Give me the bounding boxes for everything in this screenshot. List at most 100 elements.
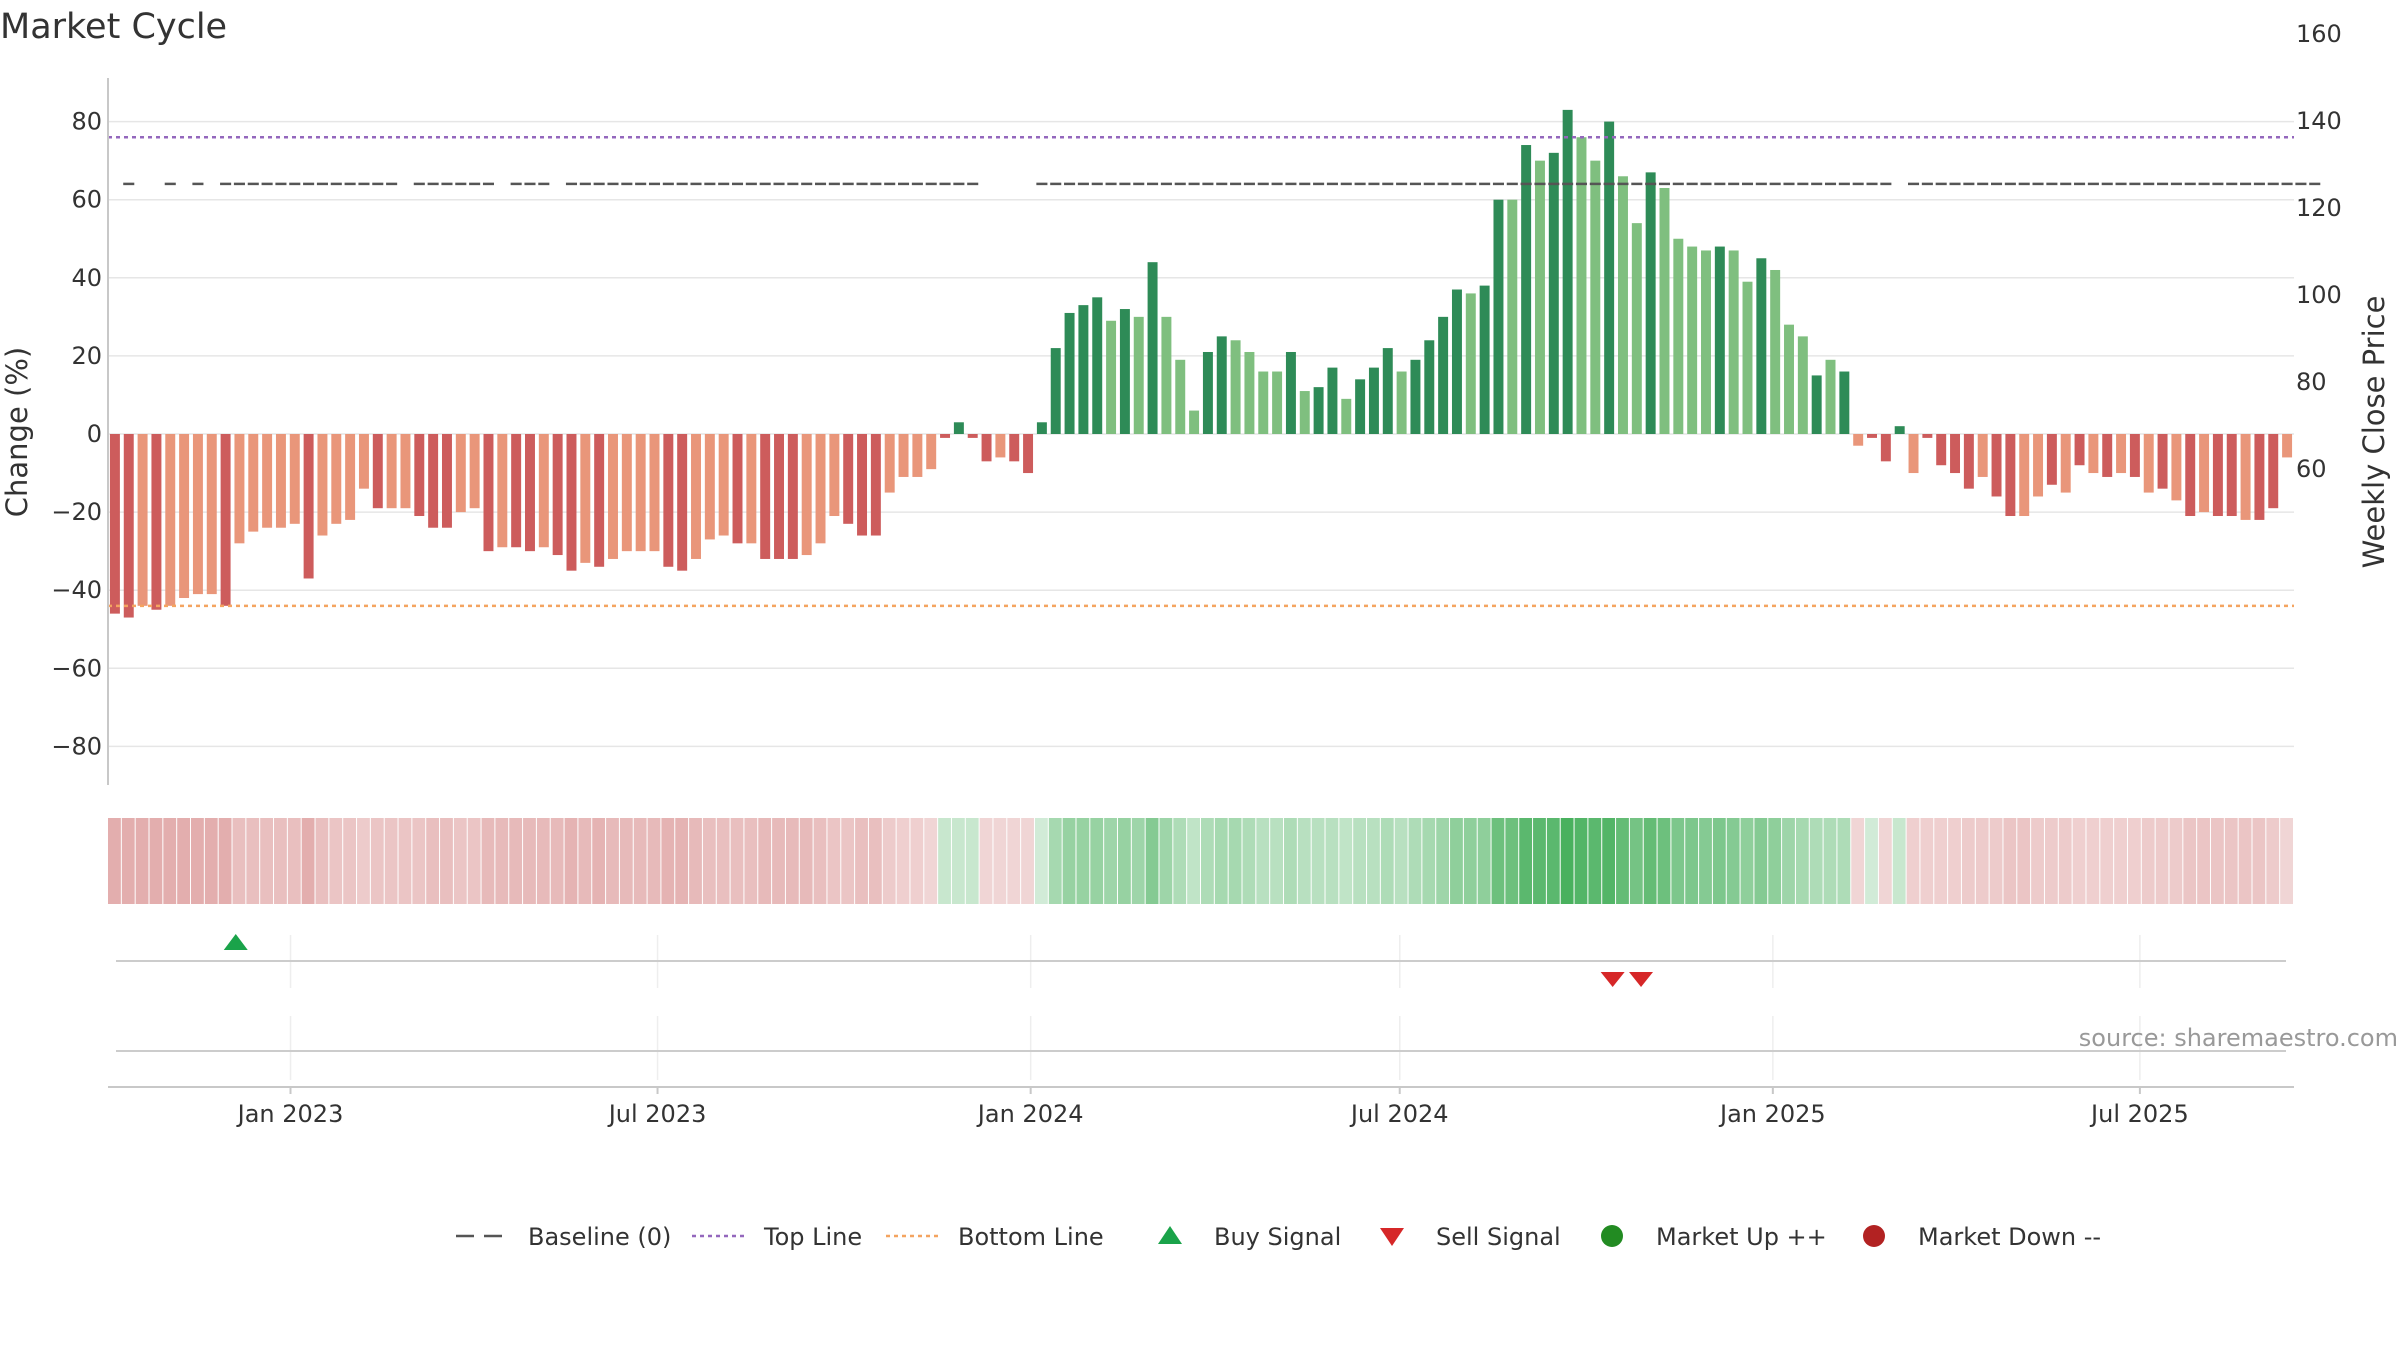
heat-strip-cell xyxy=(924,818,938,904)
change-bar xyxy=(1839,371,1850,434)
change-bar xyxy=(1327,367,1338,434)
heat-strip-cell xyxy=(1380,818,1394,904)
heat-strip-cell xyxy=(1104,818,1117,904)
heat-strip-cell xyxy=(2086,818,2100,904)
change-bar xyxy=(1313,387,1324,434)
heat-strip-cell xyxy=(246,818,260,904)
heat-strip-cell xyxy=(2003,818,2017,904)
change-bar xyxy=(1673,238,1684,434)
heat-strip-cell xyxy=(827,818,841,904)
change-bar xyxy=(843,434,854,524)
change-bar xyxy=(1368,367,1379,434)
change-bar xyxy=(511,434,522,548)
change-bar xyxy=(441,434,452,528)
heat-strip-cell xyxy=(536,818,550,904)
change-bar xyxy=(857,434,868,536)
bar-series xyxy=(109,109,2293,618)
change-bar xyxy=(1631,223,1642,434)
heat-strip-cell xyxy=(315,818,329,904)
change-bar xyxy=(967,434,978,438)
change-bar xyxy=(1147,262,1158,434)
change-bar xyxy=(372,434,383,509)
change-bar xyxy=(2226,434,2237,517)
heat-strip-cell xyxy=(329,818,343,904)
change-bar xyxy=(940,434,951,438)
heat-strip-cell xyxy=(412,818,426,904)
heat-strip-cell xyxy=(191,818,204,904)
change-bar xyxy=(552,434,563,556)
change-bar xyxy=(179,434,190,599)
y-right-tick-label: 140 xyxy=(2296,107,2342,135)
x-axis: Jan 2023 Jul 2023 Jan 2024 Jul 2024 Jan 2025… xyxy=(108,1086,2294,1128)
heat-strip-cell xyxy=(1657,818,1671,904)
change-bar xyxy=(538,434,549,548)
heat-strip-cell xyxy=(633,818,647,904)
heat-strip-cell xyxy=(1477,818,1491,904)
legend-circle-icon xyxy=(1863,1225,1885,1247)
change-bar xyxy=(1977,434,1988,477)
change-bar xyxy=(635,434,646,552)
change-bar xyxy=(1562,109,1573,434)
change-bar xyxy=(165,434,176,606)
change-bar xyxy=(317,434,328,536)
change-bar xyxy=(1728,250,1739,434)
heat-strip-cell xyxy=(2238,818,2252,904)
change-bar xyxy=(2212,434,2223,517)
heat-strip-cell xyxy=(2044,818,2058,904)
change-bar xyxy=(1106,320,1117,434)
legend-label: Bottom Line xyxy=(958,1223,1104,1251)
change-bar xyxy=(1355,379,1366,434)
change-bar xyxy=(386,434,397,509)
heat-strip xyxy=(108,818,2293,904)
heat-strip-cell xyxy=(979,818,993,904)
buy-signal-marker xyxy=(223,934,248,950)
change-bar xyxy=(2254,434,2265,520)
heat-strip-cell xyxy=(287,818,301,904)
change-bar xyxy=(2005,434,2016,517)
heat-strip-cell xyxy=(1892,818,1906,904)
heat-strip-cell xyxy=(1187,818,1200,904)
change-bar xyxy=(1534,160,1545,434)
heat-strip-cell xyxy=(785,818,799,904)
heat-strip-cell xyxy=(218,818,232,904)
heat-strip-cell xyxy=(882,818,896,904)
change-bar xyxy=(1645,172,1656,435)
heat-strip-cell xyxy=(2183,818,2197,904)
change-bar xyxy=(1936,434,1947,466)
signal-panel xyxy=(116,934,2286,1080)
change-bar xyxy=(1230,340,1241,434)
change-bar xyxy=(220,434,231,606)
heat-strip-cell xyxy=(2141,818,2155,904)
heat-strip-cell xyxy=(841,818,855,904)
change-bar xyxy=(870,434,881,536)
heat-strip-cell xyxy=(1643,818,1657,904)
heat-strip-cell xyxy=(1878,818,1892,904)
axes: 806040200−20−40−60−802001801601401201008… xyxy=(51,20,2342,785)
heat-strip-cell xyxy=(260,818,274,904)
heat-strip-cell xyxy=(661,818,675,904)
reference-lines xyxy=(108,135,2321,608)
heat-strip-cell xyxy=(204,818,218,904)
change-bar xyxy=(1507,199,1518,434)
change-bar xyxy=(815,434,826,544)
heat-strip-cell xyxy=(384,818,398,904)
heat-strip-cell xyxy=(426,818,440,904)
change-bar xyxy=(1036,422,1047,434)
x-tick-label: Jan 2024 xyxy=(976,1100,1084,1128)
heat-strip-cell xyxy=(2114,818,2127,904)
change-bar xyxy=(1133,316,1144,434)
change-bar xyxy=(2088,434,2099,474)
heat-strip-cell xyxy=(564,818,578,904)
change-bar xyxy=(1894,426,1905,434)
x-tick-label: Jan 2025 xyxy=(1718,1100,1826,1128)
change-bar xyxy=(248,434,259,532)
heat-strip-cell xyxy=(1284,818,1297,904)
heat-strip-cell xyxy=(1699,818,1712,904)
heat-strip-cell xyxy=(702,818,716,904)
y-right-tick-label: 80 xyxy=(2296,368,2327,396)
heat-strip-cell xyxy=(868,818,882,904)
heat-strip-cell xyxy=(1007,818,1021,904)
heat-strip-cell xyxy=(1463,818,1477,904)
change-bar xyxy=(1465,293,1476,434)
